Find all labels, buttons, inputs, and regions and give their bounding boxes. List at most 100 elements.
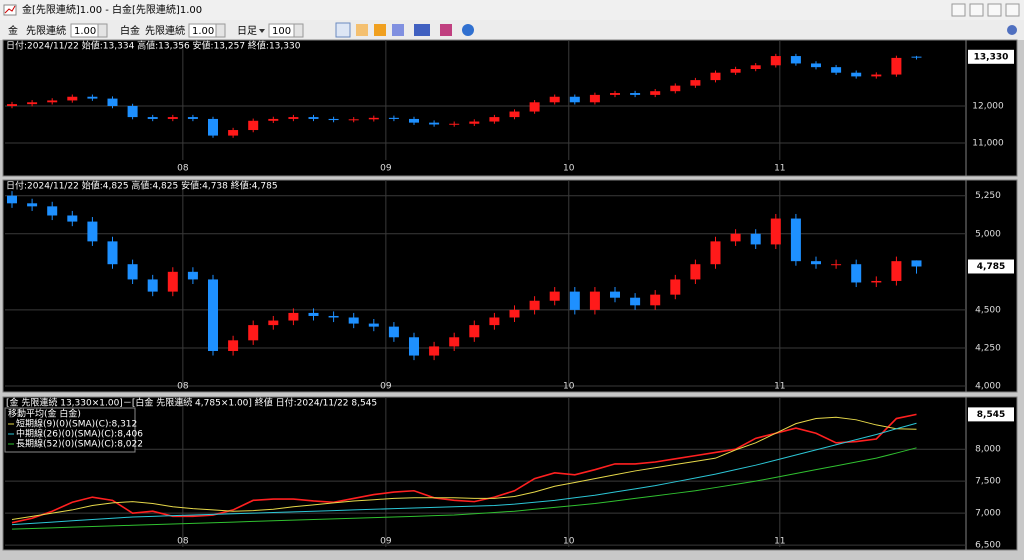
chart-panel xyxy=(2,39,1018,177)
y-tick-label: 4,250 xyxy=(975,343,1001,353)
close-button[interactable] xyxy=(1005,3,1020,17)
candle-body xyxy=(911,260,922,267)
panel-info: 日付:2024/11/22 始値:4,825 高値:4,825 安値:4,738… xyxy=(6,180,278,192)
line-tool[interactable] xyxy=(392,24,404,36)
candle-body xyxy=(147,117,158,119)
settings-tool[interactable] xyxy=(440,24,452,36)
toolbar-input-value: 100 xyxy=(272,26,291,37)
x-tick-label: 09 xyxy=(380,164,392,174)
series-line xyxy=(11,447,917,530)
candle-body xyxy=(187,117,198,119)
y-tick-label: 6,500 xyxy=(975,541,1001,551)
candle-body xyxy=(690,264,701,280)
candle-body xyxy=(851,264,862,283)
y-tick-label: 7,000 xyxy=(975,509,1001,519)
spin-button[interactable] xyxy=(97,23,108,38)
candle-body xyxy=(690,80,701,86)
x-tick-label: 11 xyxy=(774,164,785,174)
candle-body xyxy=(308,117,319,119)
toolbar-icons xyxy=(335,22,1017,38)
candle-body xyxy=(147,279,158,292)
candle-body xyxy=(388,326,399,338)
candle-body xyxy=(509,111,520,118)
last-value-box xyxy=(968,407,1014,422)
candle-body xyxy=(449,337,460,347)
candle-body xyxy=(670,85,681,92)
dropdown-arrow[interactable] xyxy=(259,29,265,33)
last-value-label: 13,330 xyxy=(974,52,1009,62)
window-title: 金[先限連続]1.00 - 白金[先限連続]1.00 xyxy=(22,3,202,16)
toolbar-input-value: 1.00 xyxy=(192,26,214,37)
candle-body xyxy=(268,118,279,121)
spin-button[interactable] xyxy=(215,23,226,38)
candle-body xyxy=(569,291,580,310)
spin-button[interactable] xyxy=(293,23,304,38)
legend-entry: 中期線(26)(0)(SMA)(C):8,406 xyxy=(16,428,143,440)
candle-body xyxy=(228,130,239,136)
candle-body xyxy=(228,340,239,351)
candle-body xyxy=(891,57,902,75)
candle-body xyxy=(409,337,419,356)
candle-body xyxy=(770,218,781,245)
panel-info: 日付:2024/11/22 始値:13,334 高値:13,356 安値:13,… xyxy=(6,40,301,52)
candle-body xyxy=(27,203,38,207)
candle-body xyxy=(87,96,98,99)
candle-body xyxy=(489,117,500,122)
candle-body xyxy=(529,102,540,112)
cursor-tool[interactable] xyxy=(335,22,351,38)
x-tick-label: 08 xyxy=(177,164,189,174)
candle-body xyxy=(87,221,98,242)
last-value-box xyxy=(968,259,1014,274)
y-tick-label: 11,000 xyxy=(972,138,1004,148)
candle-body xyxy=(871,280,882,283)
candle-body xyxy=(328,315,339,318)
candle-body xyxy=(67,96,78,101)
refresh-tool[interactable] xyxy=(462,24,474,36)
y-tick-label: 4,500 xyxy=(975,305,1001,315)
candle-body xyxy=(811,63,821,68)
x-tick-label: 10 xyxy=(563,164,575,174)
candle-body xyxy=(328,118,339,121)
candle-body xyxy=(469,325,480,338)
candle-body xyxy=(891,261,902,281)
candle-body xyxy=(388,117,399,119)
restore-button[interactable] xyxy=(951,3,966,17)
candle-body xyxy=(409,118,419,123)
candle-body xyxy=(630,297,641,306)
candle-body xyxy=(47,100,58,103)
x-tick-label: 09 xyxy=(380,382,392,392)
minimize-button[interactable] xyxy=(969,3,984,17)
candle-body xyxy=(610,93,620,95)
candle-body xyxy=(509,309,520,318)
series-line xyxy=(11,413,917,524)
candle-body xyxy=(368,323,379,327)
candle-body xyxy=(610,291,620,298)
candle-body xyxy=(67,215,78,222)
candle-body xyxy=(811,261,821,265)
candle-body xyxy=(750,65,761,70)
series-line xyxy=(11,416,917,521)
toolbar-input-value: 1.00 xyxy=(74,26,96,37)
candle-body xyxy=(208,279,218,351)
hand-tool[interactable] xyxy=(356,24,368,36)
legend-title: 移動平均(金 白金) xyxy=(8,408,81,420)
indicator-tool[interactable] xyxy=(414,24,430,36)
candle-body xyxy=(127,105,138,118)
candle-body xyxy=(308,312,319,316)
y-tick-label: 8,000 xyxy=(975,445,1001,455)
candle-body xyxy=(47,206,58,216)
maximize-button[interactable] xyxy=(987,3,1002,17)
candle-body xyxy=(248,120,259,131)
y-tick-label: 7,500 xyxy=(975,477,1001,487)
search-tool[interactable] xyxy=(1007,25,1017,35)
legend-entry: 長期線(52)(0)(SMA)(C):8,022 xyxy=(16,438,143,450)
candle-body xyxy=(529,300,540,310)
panel-info: [金 先限連続 13,330×1.00]－[白金 先限連続 4,785×1.00… xyxy=(6,397,377,409)
y-tick-label: 4,000 xyxy=(975,382,1001,392)
candle-body xyxy=(851,72,862,77)
candle-body xyxy=(449,123,460,125)
pen-tool[interactable] xyxy=(374,24,386,36)
candle-body xyxy=(831,67,842,73)
